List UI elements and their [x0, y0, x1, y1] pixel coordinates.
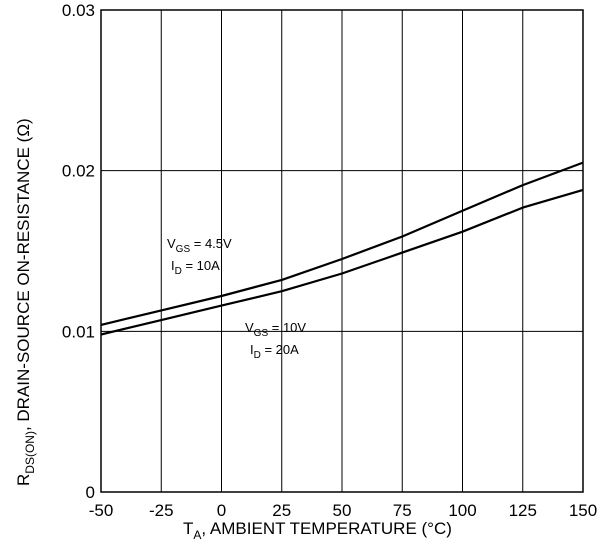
x-tick-label: 125: [509, 501, 537, 520]
y-tick-label: 0.01: [62, 322, 95, 341]
series-lines: [100, 161, 584, 336]
x-tick-label: -50: [89, 501, 114, 520]
x-tick-label: 150: [569, 501, 597, 520]
y-tick-label: 0: [86, 483, 95, 502]
plot-frame: [100, 9, 584, 493]
y-tick-label: 0.03: [62, 1, 95, 20]
x-tick-label: 0: [217, 501, 226, 520]
x-tick-label: 100: [448, 501, 476, 520]
x-tick-label: -25: [149, 501, 174, 520]
x-tick-label: 75: [393, 501, 412, 520]
series-2-annotation-id: ID = 20A: [250, 342, 299, 361]
grid: [100, 9, 584, 493]
series-1-annotation-vgs: VGS = 4.5V: [167, 236, 232, 255]
x-tick-labels: -50 -25 0 25 50 75 100 125 150: [89, 501, 597, 520]
x-tick-label: 25: [272, 501, 291, 520]
y-axis-title: RDS(ON), DRAIN-SOURCE ON-RESISTANCE (Ω): [14, 118, 37, 486]
x-axis-title: TA, AMBIENT TEMPERATURE (°C): [183, 519, 452, 542]
series-1-line: [100, 161, 584, 326]
series-2-line: [100, 188, 584, 336]
x-tick-label: 50: [333, 501, 352, 520]
y-tick-label: 0.02: [62, 162, 95, 181]
series-1-annotation-id: ID = 10A: [171, 258, 220, 277]
y-tick-labels: 0 0.01 0.02 0.03: [62, 1, 95, 502]
series-2-annotation-vgs: VGS = 10V: [245, 320, 306, 339]
